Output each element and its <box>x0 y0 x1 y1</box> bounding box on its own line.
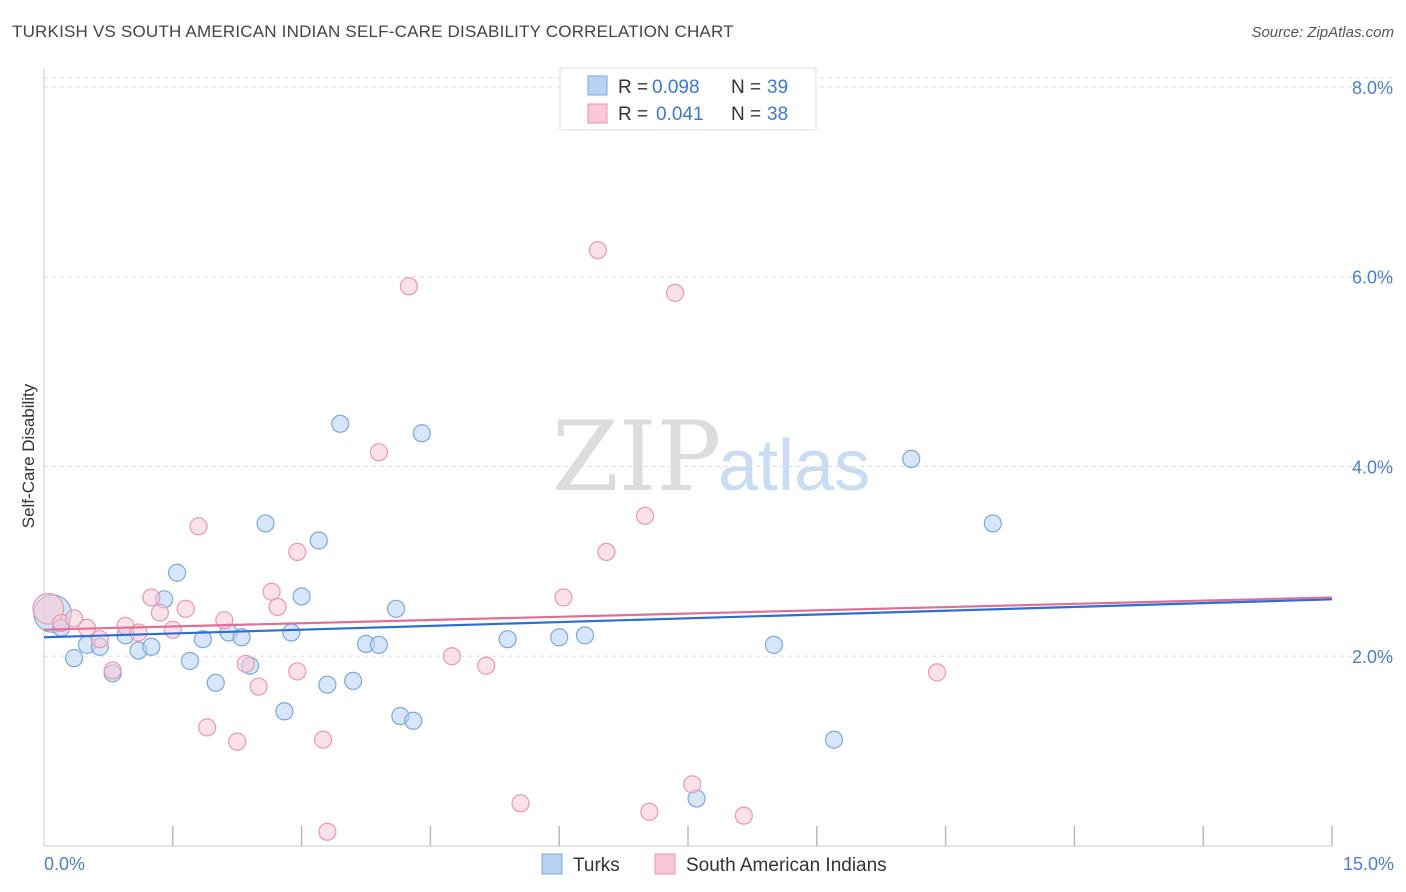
turks-point <box>983 514 1002 533</box>
legend-n-label-sai: N = <box>731 104 761 125</box>
turks-point <box>193 630 212 649</box>
turks-point <box>575 626 595 645</box>
turks-point <box>64 649 84 668</box>
sai-point <box>511 794 530 813</box>
sai-point <box>399 277 419 296</box>
sai-point <box>268 597 287 617</box>
turks-point <box>498 630 517 649</box>
sai-point <box>666 283 685 302</box>
turks-point <box>824 730 844 749</box>
turks-point <box>142 637 161 656</box>
gridlines <box>44 77 1394 657</box>
x-ticks <box>172 826 1333 846</box>
turks-point <box>167 563 187 582</box>
sai-point <box>635 506 655 525</box>
sai-point <box>228 732 247 751</box>
sai-point <box>249 677 268 696</box>
sai-point <box>588 241 607 260</box>
sai-point <box>142 588 161 607</box>
turks-point <box>282 623 301 642</box>
sai-point <box>176 599 195 618</box>
turks-point <box>764 635 783 654</box>
legend-n-label-turks: N = <box>731 77 761 98</box>
y-tick-label: 4.0% <box>1352 457 1393 477</box>
turks-point <box>292 587 311 606</box>
turks-trend-line <box>43 598 1333 639</box>
sai-point <box>683 775 702 794</box>
watermark-zip: ZIP <box>552 401 721 513</box>
turks-point <box>386 599 406 618</box>
y-tick-label: 6.0% <box>1352 268 1393 288</box>
series-sai-points <box>32 241 947 841</box>
legend-r-value-sai: 0.041 <box>656 104 704 125</box>
sai-trend-line <box>43 596 1333 631</box>
legend-n-value-turks: 39 <box>767 77 788 98</box>
y-axis-label: Self-Care Disability <box>19 383 38 528</box>
sai-point <box>640 802 659 821</box>
turks-point <box>369 635 388 654</box>
legend-r-label-turks: R = <box>618 77 648 98</box>
bottom-legend-label-sai: South American Indians <box>686 855 887 876</box>
legend: R = 0.098 N = 39 R = 0.041 N = 38 <box>559 67 817 131</box>
sai-point <box>198 718 217 737</box>
turks-point <box>404 711 423 730</box>
x-tick-label: 0.0% <box>44 854 85 874</box>
bottom-legend-label-turks: Turks <box>573 855 620 876</box>
chart-title: TURKISH VS SOUTH AMERICAN INDIAN SELF-CA… <box>12 22 734 41</box>
sai-point <box>236 654 255 673</box>
sai-point <box>597 542 616 561</box>
sai-point <box>262 582 281 601</box>
y-tick-label: 8.0% <box>1352 78 1393 98</box>
turks-point <box>902 449 921 468</box>
legend-swatch-sai <box>587 103 608 124</box>
turks-point <box>309 531 328 550</box>
sai-point <box>103 661 122 680</box>
sai-point <box>288 542 307 561</box>
turks-point <box>206 673 225 692</box>
bottom-legend-swatch-sai <box>654 853 676 875</box>
sai-point <box>163 620 182 639</box>
sai-point <box>442 647 461 666</box>
turks-point <box>331 414 350 433</box>
turks-point <box>275 702 294 721</box>
sai-point <box>477 656 496 675</box>
turks-point <box>232 628 251 647</box>
y-tick-labels: 2.0% 4.0% 6.0% 8.0% <box>1352 78 1393 667</box>
bottom-legend-swatch-turks <box>541 853 563 875</box>
sai-point <box>554 588 573 607</box>
sai-point <box>318 822 337 841</box>
turks-point <box>550 628 569 647</box>
sai-point <box>927 663 947 682</box>
x-tick-labels: 0.0% 15.0% <box>44 854 1394 874</box>
turks-point <box>180 651 200 671</box>
y-tick-label: 2.0% <box>1352 647 1393 667</box>
legend-n-value-sai: 38 <box>767 104 788 125</box>
turks-point <box>344 671 363 691</box>
bottom-legend: Turks South American Indians <box>541 853 887 876</box>
x-tick-label: 15.0% <box>1343 854 1394 874</box>
source-label: Source: ZipAtlas.com <box>1251 24 1394 41</box>
turks-point <box>412 424 431 443</box>
sai-point <box>734 806 753 825</box>
turks-point <box>318 675 337 694</box>
sai-point <box>90 630 109 649</box>
turks-point <box>256 514 275 533</box>
sai-point <box>189 517 208 536</box>
sai-point <box>150 603 170 622</box>
trend-lines <box>43 596 1333 639</box>
legend-swatch-turks <box>587 75 608 96</box>
sai-point <box>288 662 307 681</box>
sai-point <box>369 443 388 462</box>
sai-point <box>313 730 333 749</box>
legend-r-label-sai: R = <box>618 104 648 125</box>
legend-r-value-turks: 0.098 <box>652 77 700 98</box>
sai-point <box>64 609 84 628</box>
